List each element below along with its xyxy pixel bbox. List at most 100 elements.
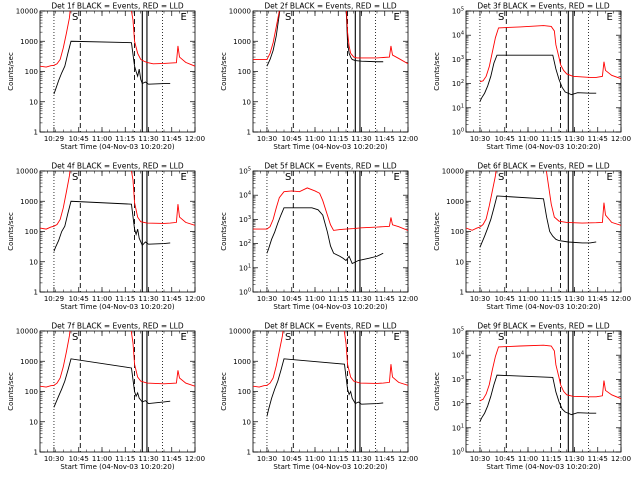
y-axis-label: Counts/sec (7, 212, 15, 251)
y-tick-label: 1000 (233, 358, 251, 366)
y-tick-label: 10000 (16, 168, 38, 176)
x-tick-label: 10:45 (69, 455, 89, 463)
y-tick-label: 100 (238, 68, 251, 76)
lld-line (40, 171, 195, 230)
y-tick-label: 100 (452, 128, 464, 137)
marker-S: S (285, 172, 291, 183)
marker-S: S (498, 332, 504, 343)
events-line (479, 374, 597, 422)
series-layer (40, 171, 195, 252)
marker-E: E (607, 332, 613, 343)
y-tick-label: 105 (239, 167, 251, 176)
marker-S: S (498, 12, 504, 23)
x-tick-label: 11:30 (138, 455, 158, 463)
y-tick-label: 1000 (20, 198, 38, 206)
events-line (53, 40, 171, 95)
marker-S: S (72, 332, 78, 343)
x-tick-label: 11:00 (518, 135, 538, 143)
y-tick-label: 10 (242, 98, 251, 106)
x-tick-label: 11:00 (305, 135, 325, 143)
x-tick-label: 11:15 (328, 455, 348, 463)
plot-frame (252, 170, 409, 293)
x-axis-label: Start Time (04-Nov-03 10:20:20) (486, 143, 600, 151)
y-tick-label: 1000 (20, 358, 38, 366)
y-tick-label: 10000 (442, 168, 464, 176)
x-tick-label: 10:45 (282, 295, 302, 303)
x-tick-label: 10:30 (44, 455, 64, 463)
panel-title: Det 3f BLACK = Events, RED = LLD (477, 2, 610, 11)
x-tick-label: 11:30 (351, 295, 371, 303)
x-tick-label: 12:00 (611, 295, 631, 303)
x-axis-label: Start Time (04-Nov-03 10:20:20) (60, 303, 174, 311)
marker-S: S (72, 12, 78, 23)
y-tick-label: 100 (25, 228, 38, 236)
x-tick-label: 12:00 (398, 135, 418, 143)
x-tick-label: 11:15 (115, 295, 135, 303)
marker-E: E (607, 172, 613, 183)
plot-frame (465, 170, 622, 293)
x-tick-label: 12:00 (185, 455, 205, 463)
marker-S: S (285, 332, 291, 343)
x-tick-label: 11:30 (564, 295, 584, 303)
x-tick-label: 12:00 (398, 455, 418, 463)
y-axis-label: Counts/sec (220, 52, 228, 91)
x-tick-label: 12:00 (185, 295, 205, 303)
x-tick-label: 10:30 (257, 295, 277, 303)
series-layer (253, 331, 408, 417)
x-tick-label: 11:30 (138, 295, 158, 303)
x-tick-label: 11:15 (115, 455, 135, 463)
plot-frame (39, 10, 196, 133)
x-tick-label: 11:15 (541, 135, 561, 143)
x-tick-label: 10:45 (282, 455, 302, 463)
y-tick-label: 1 (460, 289, 464, 297)
events-line (479, 195, 597, 248)
events-line (53, 358, 171, 408)
panel-title: Det 9f BLACK = Events, RED = LLD (477, 322, 610, 331)
x-tick-label: 10:29 (44, 135, 64, 143)
x-tick-label: 11:00 (92, 295, 112, 303)
panel-title: Det 6f BLACK = Events, RED = LLD (477, 162, 610, 171)
lld-line (40, 11, 195, 68)
y-tick-label: 104 (452, 351, 464, 360)
series-layer (40, 11, 195, 95)
x-tick-label: 10:30 (470, 455, 490, 463)
x-tick-label: 11:45 (375, 135, 395, 143)
x-axis-label: Start Time (04-Nov-03 10:20:20) (273, 143, 387, 151)
marker-S: S (285, 12, 291, 23)
series-layer (253, 11, 408, 67)
marker-S: S (498, 172, 504, 183)
y-tick-label: 104 (239, 191, 251, 200)
y-tick-label: 10 (455, 258, 464, 266)
x-tick-label: 10:45 (495, 135, 515, 143)
y-tick-label: 1000 (446, 198, 464, 206)
events-line (266, 11, 384, 67)
series-layer (479, 344, 621, 422)
x-tick-label: 10:45 (495, 455, 515, 463)
marker-E: E (181, 332, 187, 343)
x-tick-label: 10:45 (69, 295, 89, 303)
marker-S: S (72, 172, 78, 183)
marker-E: E (181, 172, 187, 183)
x-tick-label: 11:00 (305, 455, 325, 463)
x-tick-label: 11:00 (305, 295, 325, 303)
plot-frame (252, 330, 409, 453)
x-tick-label: 12:00 (611, 135, 631, 143)
lld-line (466, 171, 621, 231)
panel-title: Det 7f BLACK = Events, RED = LLD (51, 322, 184, 331)
y-tick-label: 1000 (233, 38, 251, 46)
x-tick-label: 12:00 (185, 135, 205, 143)
lld-line (479, 344, 621, 402)
x-tick-label: 11:45 (588, 295, 608, 303)
panel-title: Det 1f BLACK = Events, RED = LLD (51, 2, 184, 11)
lld-line (40, 331, 195, 388)
y-tick-label: 102 (239, 239, 251, 248)
x-tick-label: 11:15 (541, 455, 561, 463)
y-tick-label: 1 (34, 449, 38, 457)
x-tick-label: 12:00 (398, 295, 418, 303)
y-tick-label: 100 (239, 288, 251, 297)
x-tick-label: 11:15 (328, 135, 348, 143)
y-tick-label: 10 (29, 98, 38, 106)
